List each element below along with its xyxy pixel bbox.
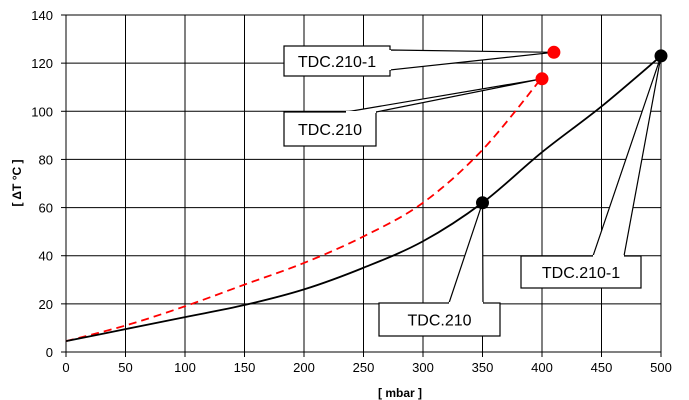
x-tick-label: 200 [293,360,315,375]
callout-box-3 [378,302,501,337]
x-tick-label: 250 [353,360,375,375]
x-tick-label: 50 [118,360,132,375]
callout-leader-2 [345,78,543,113]
data-marker-2 [535,72,549,86]
y-axis-title: [ ΔT °C ] [10,160,24,207]
callout-boxes: TDC.210-1 TDC.210 TDC.210 TDC.210-1 [283,45,642,337]
series-line-2 [65,55,662,343]
callout-leaders [345,49,662,304]
x-tick-label: 400 [531,360,553,375]
plot-area-border [65,14,662,353]
callout-box-2 [283,111,377,147]
tick-labels: 0 50 100 150 200 250 300 350 400 450 500 0 20 40 60 80 1… [31,8,672,375]
callout-label-1: TDC.210-1 [298,54,376,71]
y-tick-label: 100 [31,104,53,119]
data-markers [476,45,668,210]
data-marker-1 [547,45,561,59]
y-tick-label: 20 [39,297,53,312]
callout-box-4 [520,255,642,289]
data-marker-3 [476,196,489,210]
series-lines [65,55,662,343]
callout-leader-3 [448,202,484,304]
x-tick-label: 300 [412,360,434,375]
y-tick-label: 60 [39,201,53,216]
y-tick-label: 80 [39,152,53,167]
callout-label-2: TDC.210 [298,122,362,139]
x-tick-label: 150 [234,360,256,375]
x-tick-label: 350 [472,360,494,375]
callout-leader-1 [389,49,554,71]
x-tick-label: 450 [591,360,613,375]
x-axis-title: [ mbar ] [378,386,422,400]
y-tick-label: 140 [31,8,53,23]
callout-label-4: TDC.210-1 [542,265,620,282]
y-tick-label: 40 [39,249,53,264]
x-tick-label: 100 [174,360,196,375]
callout-label-3: TDC.210 [407,313,471,330]
x-tick-label: 500 [650,360,672,375]
y-tick-label: 120 [31,56,53,71]
x-tick-label: 0 [62,360,69,375]
callout-box-1 [283,45,391,77]
y-tick-label: 0 [46,345,53,360]
data-marker-4 [654,49,668,63]
series-line-1 [65,77,543,343]
